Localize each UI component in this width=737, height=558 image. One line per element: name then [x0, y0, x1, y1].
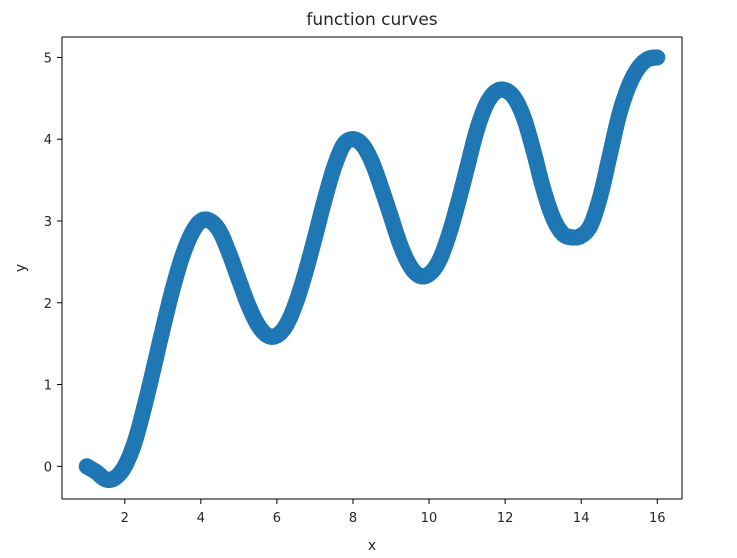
y-tick-label: 2 — [44, 297, 52, 312]
x-tick-label: 14 — [573, 511, 590, 526]
plot-area — [62, 37, 682, 499]
x-tick-label: 10 — [421, 511, 438, 526]
y-axis-label: y — [13, 264, 29, 272]
x-tick-label: 4 — [197, 511, 205, 526]
data-points — [78, 49, 666, 488]
plot-frame — [61, 36, 683, 500]
y-tick-label: 0 — [44, 460, 52, 475]
y-tick-label: 4 — [44, 133, 52, 148]
chart-title: function curves — [306, 10, 437, 30]
y-axis-ticks: 0 1 2 3 4 5 — [44, 51, 62, 475]
data-point — [649, 49, 666, 66]
y-tick-label: 3 — [44, 215, 52, 230]
x-tick-label: 2 — [121, 511, 129, 526]
x-tick-label: 6 — [273, 511, 281, 526]
y-tick-label: 5 — [44, 51, 52, 66]
y-tick-label: 1 — [44, 379, 52, 394]
x-axis-label: x — [368, 538, 376, 554]
x-tick-label: 16 — [649, 511, 666, 526]
x-axis-ticks: 2 4 6 8 10 12 14 16 — [121, 499, 666, 526]
x-tick-label: 8 — [349, 511, 357, 526]
x-tick-label: 12 — [497, 511, 514, 526]
